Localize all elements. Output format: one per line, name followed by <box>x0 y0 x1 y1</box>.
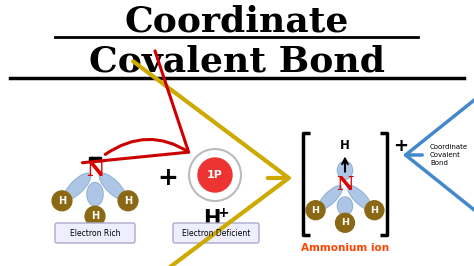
Circle shape <box>336 213 355 232</box>
Text: +: + <box>157 166 178 190</box>
Ellipse shape <box>349 187 371 209</box>
FancyBboxPatch shape <box>55 223 135 243</box>
Text: H: H <box>124 196 132 206</box>
Text: H: H <box>340 139 350 152</box>
Text: H: H <box>203 209 221 229</box>
Circle shape <box>365 201 384 220</box>
FancyArrowPatch shape <box>133 61 289 266</box>
Text: Ammonium ion: Ammonium ion <box>301 243 389 253</box>
Text: H: H <box>58 196 66 206</box>
FancyArrowPatch shape <box>406 99 474 211</box>
Circle shape <box>198 158 232 192</box>
Circle shape <box>189 149 241 201</box>
Text: Covalent Bond: Covalent Bond <box>89 45 385 79</box>
Text: Coordinate: Coordinate <box>125 5 349 39</box>
Circle shape <box>52 191 72 211</box>
Text: H: H <box>341 218 349 227</box>
Text: Electron Rich: Electron Rich <box>70 228 120 238</box>
Ellipse shape <box>337 197 353 215</box>
Ellipse shape <box>87 182 103 206</box>
Circle shape <box>306 201 325 220</box>
Ellipse shape <box>319 187 341 209</box>
Text: +: + <box>393 137 408 155</box>
Ellipse shape <box>64 173 91 200</box>
FancyArrowPatch shape <box>82 51 189 163</box>
Text: H: H <box>311 206 319 215</box>
Ellipse shape <box>88 184 102 205</box>
Ellipse shape <box>337 161 353 179</box>
Ellipse shape <box>100 173 126 200</box>
Text: Electron Deficient: Electron Deficient <box>182 228 250 238</box>
Text: 1P: 1P <box>207 170 223 180</box>
Text: N: N <box>337 176 354 194</box>
Circle shape <box>85 206 105 226</box>
Ellipse shape <box>100 174 125 199</box>
Ellipse shape <box>348 186 372 209</box>
Circle shape <box>118 191 138 211</box>
Ellipse shape <box>338 162 352 178</box>
Ellipse shape <box>338 198 352 214</box>
Ellipse shape <box>65 174 90 199</box>
Text: H: H <box>91 211 99 221</box>
Text: Coordinate
Covalent
Bond: Coordinate Covalent Bond <box>430 144 468 166</box>
Text: N: N <box>86 160 104 180</box>
Text: H: H <box>370 206 378 215</box>
Ellipse shape <box>319 186 342 209</box>
FancyBboxPatch shape <box>173 223 259 243</box>
Text: +: + <box>217 206 229 220</box>
